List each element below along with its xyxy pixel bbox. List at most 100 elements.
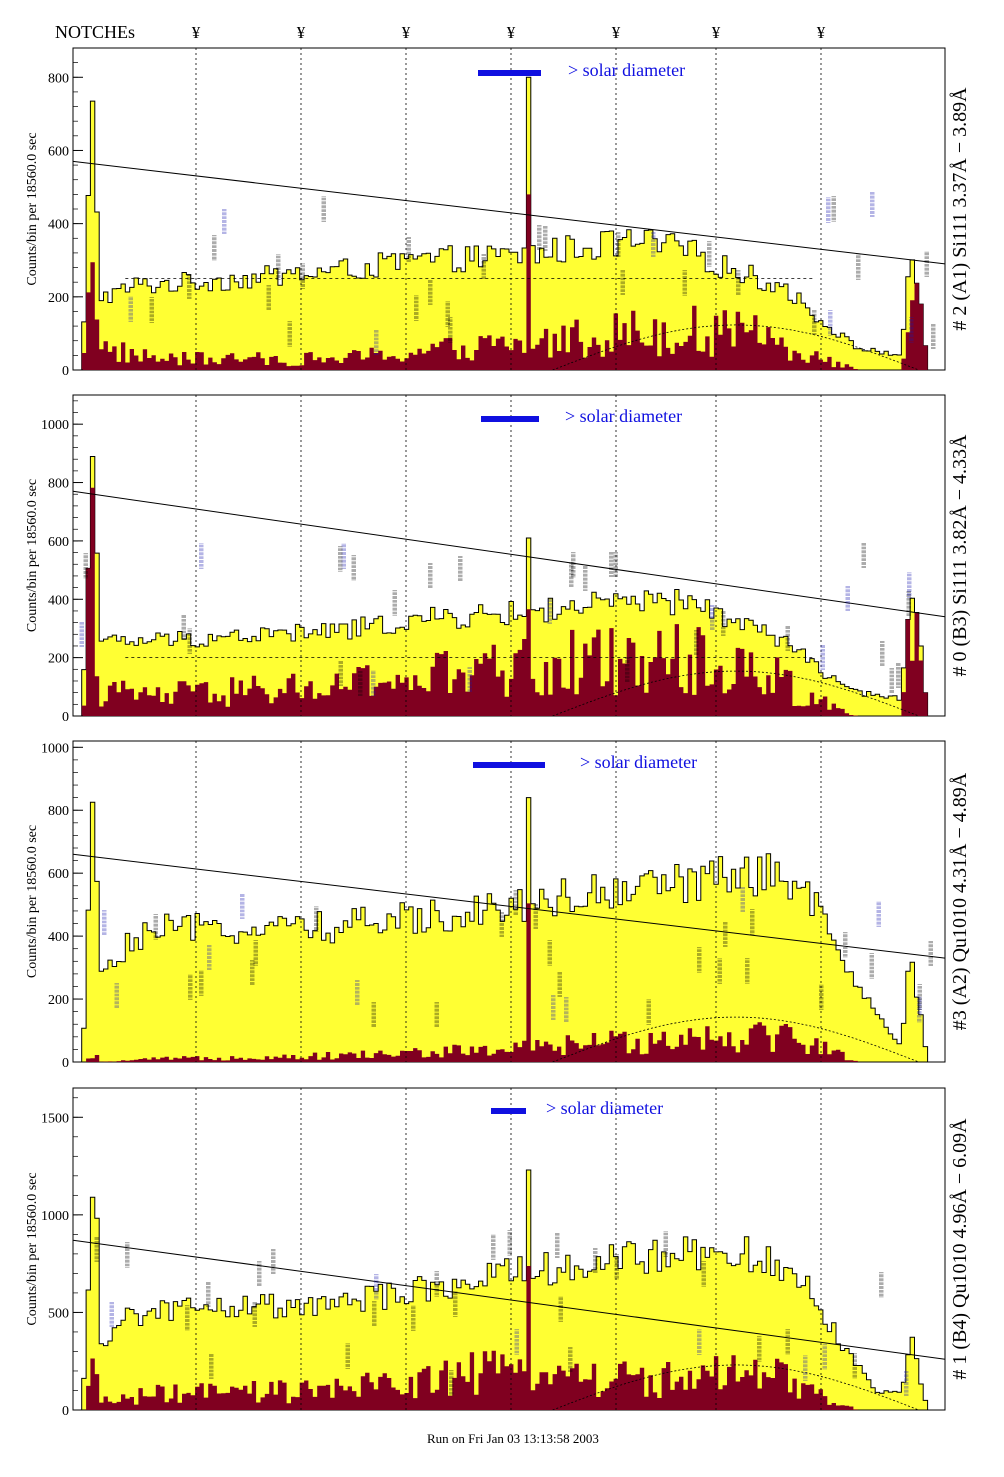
panels: ||||||||||||||||||| ||||||||||||||||||| ||… bbox=[25, 47, 971, 1419]
line-annotation-mark: ||||||||||||||||||| bbox=[896, 662, 901, 688]
line-annotation-mark: ||||||||||||||||||| bbox=[825, 197, 830, 223]
line-annotation-mark: ||||||||||||||||||| bbox=[79, 622, 84, 648]
line-annotation-mark: ||||||||||||||||||| bbox=[372, 1301, 377, 1327]
line-annotation-mark: ||||||||||||||||||| bbox=[870, 192, 875, 218]
line-annotation-mark: ||||||||||||||||||| bbox=[149, 297, 154, 323]
y-tick-label: 1000 bbox=[41, 418, 69, 433]
line-annotation-mark: ||||||||||||||||||| bbox=[620, 270, 625, 296]
line-annotation-mark: ||||||||||||||||||| bbox=[707, 241, 712, 267]
notch-marker-1: ¥ bbox=[192, 23, 201, 42]
y-tick-label: 400 bbox=[48, 930, 69, 945]
line-annotation-mark: ||||||||||||||||||| bbox=[266, 285, 271, 311]
line-annotation-mark: ||||||||||||||||||| bbox=[878, 1272, 883, 1298]
line-annotation-mark: ||||||||||||||||||| bbox=[287, 321, 292, 347]
line-annotation-mark: ||||||||||||||||||| bbox=[907, 572, 912, 598]
line-annotation-mark: ||||||||||||||||||| bbox=[321, 196, 326, 222]
y-tick-label: 600 bbox=[48, 535, 69, 550]
y-axis-label: Counts/bin per 18560.0 sec bbox=[25, 479, 40, 632]
line-annotation-mark: ||||||||||||||||||| bbox=[624, 657, 629, 683]
panel-1: ||||||||||||||||||| ||||||||||||||||||| ||… bbox=[25, 47, 971, 379]
line-annotation-mark: ||||||||||||||||||| bbox=[701, 1261, 706, 1287]
y-tick-label: 0 bbox=[62, 710, 69, 725]
line-annotation-mark: ||||||||||||||||||| bbox=[427, 279, 432, 305]
line-annotation-mark: ||||||||||||||||||| bbox=[928, 941, 933, 967]
line-annotation-mark: ||||||||||||||||||| bbox=[533, 904, 538, 930]
line-annotation-mark: ||||||||||||||||||| bbox=[199, 543, 204, 569]
line-annotation-mark: ||||||||||||||||||| bbox=[338, 660, 343, 686]
line-annotation-mark: ||||||||||||||||||| bbox=[206, 1281, 211, 1307]
line-annotation-mark: ||||||||||||||||||| bbox=[406, 237, 411, 263]
line-annotation-mark: ||||||||||||||||||| bbox=[374, 330, 379, 356]
legend-solar-diameter-bar bbox=[481, 416, 539, 422]
line-annotation-mark: ||||||||||||||||||| bbox=[903, 1371, 908, 1397]
line-annotation-mark: ||||||||||||||||||| bbox=[785, 1329, 790, 1355]
y-tick-label: 200 bbox=[48, 993, 69, 1008]
fit-curve bbox=[552, 670, 919, 717]
line-annotation-mark: ||||||||||||||||||| bbox=[128, 296, 133, 322]
line-annotation-mark: ||||||||||||||||||| bbox=[313, 906, 318, 932]
trend-line bbox=[72, 490, 946, 618]
line-annotation-mark: ||||||||||||||||||| bbox=[820, 644, 825, 670]
line-annotation-mark: ||||||||||||||||||| bbox=[609, 552, 614, 578]
line-annotation-mark: ||||||||||||||||||| bbox=[351, 555, 356, 581]
line-annotation-mark: ||||||||||||||||||| bbox=[557, 972, 562, 998]
line-annotation-mark: ||||||||||||||||||| bbox=[222, 209, 227, 235]
line-annotation-mark: ||||||||||||||||||| bbox=[567, 1347, 572, 1373]
line-annotation-mark: ||||||||||||||||||| bbox=[616, 232, 621, 258]
line-annotation-mark: ||||||||||||||||||| bbox=[271, 1249, 276, 1275]
line-annotations: ||||||||||||||||||||||||||||||||||||||||… bbox=[79, 543, 911, 697]
line-annotation-mark: ||||||||||||||||||| bbox=[855, 254, 860, 280]
line-annotation-mark: ||||||||||||||||||| bbox=[803, 1355, 808, 1381]
line-annotation-mark: ||||||||||||||||||| bbox=[125, 1242, 130, 1268]
line-annotation-mark: ||||||||||||||||||| bbox=[209, 1353, 214, 1379]
line-annotation-mark: ||||||||||||||||||| bbox=[843, 932, 848, 958]
line-annotation-mark: ||||||||||||||||||| bbox=[239, 893, 244, 919]
line-annotation-mark: ||||||||||||||||||| bbox=[445, 301, 450, 327]
line-annotation-mark: ||||||||||||||||||| bbox=[253, 940, 258, 966]
trend-line bbox=[72, 1239, 946, 1360]
line-annotation-mark: ||||||||||||||||||| bbox=[337, 546, 342, 572]
panel-title: # 2 (A1) Si111 3.37Å − 3.89Å bbox=[949, 87, 971, 331]
line-annotation-mark: ||||||||||||||||||| bbox=[646, 999, 651, 1025]
line-annotation-mark: ||||||||||||||||||| bbox=[694, 630, 699, 656]
line-annotation-mark: ||||||||||||||||||| bbox=[449, 1370, 454, 1396]
line-annotation-mark: ||||||||||||||||||| bbox=[709, 605, 714, 631]
line-annotation-mark: ||||||||||||||||||| bbox=[212, 235, 217, 261]
line-annotation-mark: ||||||||||||||||||| bbox=[876, 901, 881, 927]
y-tick-label: 0 bbox=[62, 364, 69, 379]
y-tick-label: 1500 bbox=[41, 1111, 69, 1126]
fit-curve bbox=[552, 1016, 919, 1063]
line-annotation-mark: ||||||||||||||||||| bbox=[869, 953, 874, 979]
line-annotation-mark: ||||||||||||||||||| bbox=[592, 1248, 597, 1274]
line-annotation-mark: ||||||||||||||||||| bbox=[198, 970, 203, 996]
line-annotation-mark: ||||||||||||||||||| bbox=[931, 324, 936, 350]
panel-title: # 1 (B4) Qu1010 4.96Å − 6.09Å bbox=[949, 1118, 971, 1380]
line-annotation-mark: ||||||||||||||||||| bbox=[481, 254, 486, 280]
y-tick-label: 800 bbox=[48, 477, 69, 492]
y-tick-label: 800 bbox=[48, 71, 69, 86]
line-annotation-mark: ||||||||||||||||||| bbox=[109, 1302, 114, 1328]
line-annotation-mark: ||||||||||||||||||| bbox=[371, 1002, 376, 1028]
line-annotation-mark: ||||||||||||||||||| bbox=[114, 983, 119, 1009]
line-annotation-mark: ||||||||||||||||||| bbox=[745, 958, 750, 984]
line-annotation-mark: ||||||||||||||||||| bbox=[696, 1329, 701, 1355]
line-annotation-mark: ||||||||||||||||||| bbox=[827, 310, 832, 336]
line-annotation-mark: ||||||||||||||||||| bbox=[889, 668, 894, 694]
line-annotation-mark: ||||||||||||||||||| bbox=[822, 1344, 827, 1370]
line-annotation-mark: ||||||||||||||||||| bbox=[434, 1002, 439, 1028]
legend-label: > solar diameter bbox=[568, 60, 685, 80]
total-counts-histogram bbox=[73, 456, 945, 717]
line-annotation-mark: ||||||||||||||||||| bbox=[831, 196, 836, 222]
line-annotation-mark: ||||||||||||||||||| bbox=[861, 543, 866, 569]
line-annotation-mark: ||||||||||||||||||| bbox=[499, 912, 504, 938]
line-annotation-mark: ||||||||||||||||||| bbox=[909, 317, 914, 343]
y-axis-label: Counts/bin per 18560.0 sec bbox=[25, 825, 40, 978]
line-annotations: ||||||||||||||||||| ||||||||||||||||||| ||… bbox=[102, 887, 934, 1028]
line-annotation-mark: ||||||||||||||||||| bbox=[555, 1233, 560, 1259]
signal-counts-histogram bbox=[73, 487, 945, 716]
total-counts-histogram bbox=[73, 1169, 945, 1411]
line-annotation-mark: ||||||||||||||||||| bbox=[582, 565, 587, 591]
signal-counts-histogram bbox=[73, 1266, 945, 1410]
line-annotation-mark: ||||||||||||||||||| bbox=[845, 586, 850, 612]
line-annotation-mark: ||||||||||||||||||| bbox=[785, 625, 790, 651]
